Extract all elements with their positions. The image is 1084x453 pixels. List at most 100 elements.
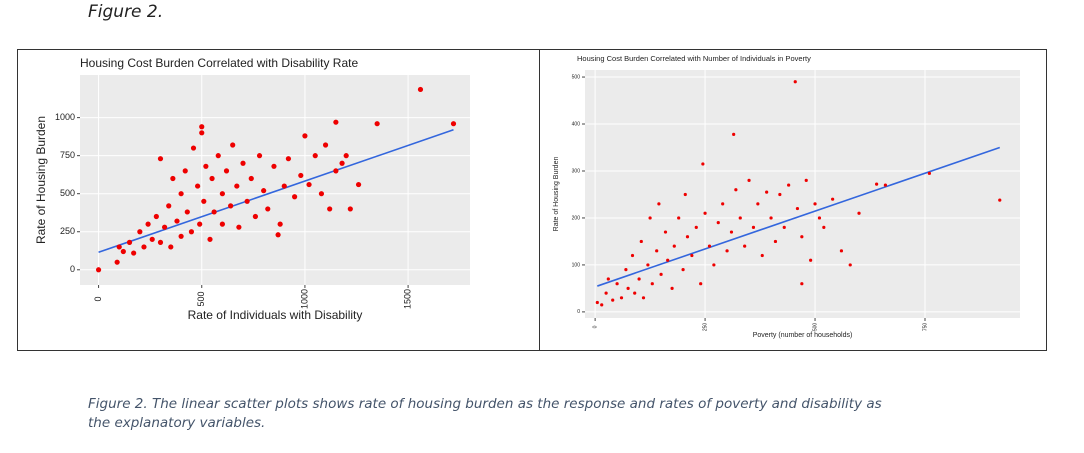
point [374,121,380,127]
point [126,239,133,245]
point [677,216,681,220]
point [699,282,703,286]
point [137,229,143,235]
point [114,259,120,265]
point [778,192,782,197]
point [659,272,663,276]
point [734,188,738,192]
point [927,171,931,175]
point [769,216,773,220]
point [701,162,705,166]
point [721,202,725,206]
point [690,253,694,258]
chart-title: Housing Cost Burden Correlated with Numb… [577,54,811,63]
point [318,191,325,197]
point [663,230,668,234]
point [201,198,207,204]
trend-line [597,146,1001,287]
x-tick-label: 500 [812,323,818,332]
point [782,225,786,229]
caption: Figure 2. The linear scatter plots shows… [88,396,882,431]
point [302,133,308,139]
point [800,235,804,239]
point [343,153,349,159]
point [95,267,102,273]
point [277,221,283,227]
chart-frame [539,49,1047,351]
point [639,239,643,244]
trend-line [98,129,454,254]
point [633,291,637,295]
y-axis-label: Rate of Housing Burden [34,116,48,244]
point [729,230,734,234]
y-tick-label: 0 [577,309,580,315]
point [694,225,698,229]
point [333,119,339,125]
y-axis-label: Rate of Housing Burden [553,157,560,232]
point [637,277,641,281]
point [650,282,654,286]
point [203,163,209,169]
y-tick-label: 200 [572,215,581,221]
point [804,178,808,182]
point [773,239,778,244]
point [145,221,151,227]
x-tick-label: 750 [922,323,928,332]
point [813,202,817,206]
point [219,221,225,227]
point [190,145,197,151]
point [646,263,650,267]
chart-title: Housing Cost Burden Correlated with Disa… [80,56,358,70]
x-tick-label: 1000 [299,289,309,309]
point [738,216,742,220]
point [209,175,215,182]
point [141,244,147,250]
point [162,224,168,230]
point [743,244,747,248]
point [683,192,687,197]
point [604,291,608,295]
y-tick-label: 400 [572,121,581,127]
point [197,221,203,227]
point [298,172,304,179]
point [322,142,329,148]
point [157,239,164,245]
x-tick-label: 1500 [402,289,412,309]
point [184,209,190,215]
plot-panel [585,70,1020,318]
point [149,236,155,242]
y-tick-label: 0 [70,264,75,274]
point [244,198,250,204]
point [131,250,137,256]
point [252,213,258,220]
point [333,168,339,174]
point [168,244,174,250]
point [339,160,345,166]
y-tick-label: 500 [60,188,75,198]
point [281,183,287,189]
point [450,121,457,127]
point [207,236,213,242]
point [615,282,619,286]
point [166,203,172,209]
point [215,153,221,159]
point [285,156,292,162]
point [256,153,263,159]
point [595,300,599,305]
point [765,190,769,194]
point [600,303,604,307]
y-tick-label: 1000 [55,112,75,122]
point [822,225,826,229]
point [240,160,246,166]
point [685,235,690,239]
point [306,181,312,188]
point [747,178,751,182]
x-tick-label: 0 [93,296,103,301]
y-tick-label: 500 [572,74,581,80]
point [228,203,234,209]
point [219,191,225,197]
point [626,286,630,291]
point [817,216,822,220]
